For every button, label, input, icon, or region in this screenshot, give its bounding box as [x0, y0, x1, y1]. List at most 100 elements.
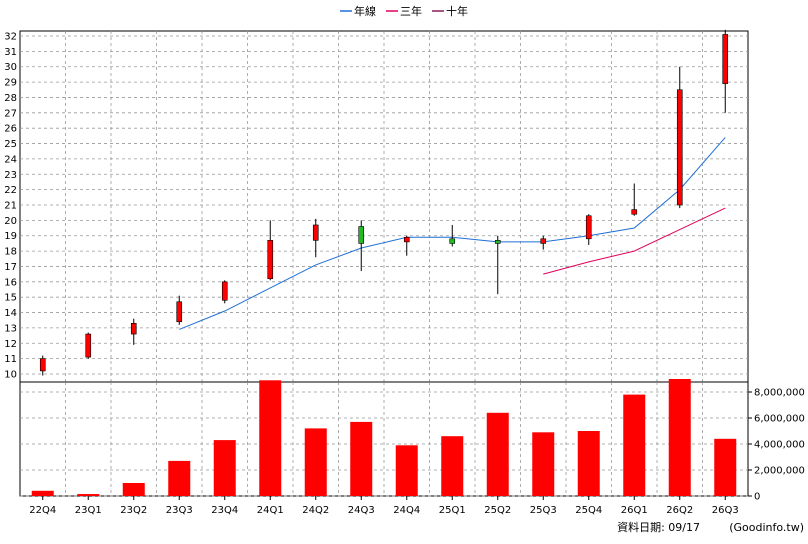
candle [130, 318, 137, 345]
candle-body [176, 301, 183, 323]
candle-body [312, 224, 319, 241]
x-tick-label: 26Q2 [666, 505, 693, 516]
candle [85, 332, 92, 359]
x-tick-label: 24Q4 [393, 505, 420, 516]
price-tick-label: 22 [4, 185, 17, 196]
candle [176, 295, 183, 325]
volume-bar [259, 380, 282, 496]
source-label: (Goodinfo.tw) [729, 521, 804, 534]
candle [631, 183, 638, 216]
price-tick-label: 15 [4, 293, 17, 304]
data-date-label: 資料日期: 09/17 [617, 520, 700, 534]
volume-bar [77, 494, 100, 496]
candle [449, 224, 456, 247]
volume-tick-label: 8,000,000 [754, 388, 805, 399]
price-tick-label: 11 [4, 354, 17, 365]
x-tick-label: 23Q3 [166, 505, 193, 516]
x-tick-label: 22Q4 [29, 505, 56, 516]
legend-label: 十年 [446, 4, 468, 18]
price-panel: 10 11 12 13 14 15 16 17 18 19 20 21 22 23 24 25 26 27 28 29… [4, 29, 749, 383]
candle [312, 218, 319, 258]
x-tick-label: 24Q1 [257, 505, 284, 516]
x-tick-label: 25Q3 [530, 505, 557, 516]
volume-tick-label: 0 [754, 492, 760, 503]
x-tick-label: 25Q4 [575, 505, 602, 516]
price-tick-label: 10 [4, 370, 17, 381]
price-tick-label: 18 [4, 247, 17, 258]
price-tick-label: 28 [4, 93, 17, 104]
price-tick-label: 27 [4, 108, 17, 119]
volume-tick-label: 6,000,000 [754, 414, 805, 425]
candle-body [631, 209, 638, 215]
volume-bar [441, 436, 464, 496]
volume-bar [350, 421, 373, 496]
price-tick-label: 20 [4, 216, 17, 227]
x-tick-label: 26Q1 [621, 505, 648, 516]
volume-bar [577, 431, 600, 496]
volume-bar [304, 428, 327, 496]
candle-body [221, 281, 228, 301]
x-tick-label: 23Q2 [120, 505, 147, 516]
price-tick-label: 31 [4, 47, 17, 58]
volume-panel: 0 2,000,000 4,000,000 6,000,000 8,000,000 [19, 379, 805, 503]
candle [585, 214, 592, 245]
volume-bar [395, 445, 418, 496]
price-tick-label: 25 [4, 139, 17, 150]
price-tick-label: 12 [4, 339, 17, 350]
price-tick-label: 26 [4, 124, 17, 135]
price-tick-label: 14 [4, 308, 17, 319]
x-axis: 22Q4 23Q1 23Q2 23Q3 23Q4 24Q1 24Q2 24Q3 24Q4 25Q1… [29, 496, 739, 516]
price-tick-label: 13 [4, 323, 17, 334]
volume-bar [532, 432, 555, 496]
candle-body [85, 333, 92, 358]
volume-bar [213, 440, 236, 496]
candle-body [39, 358, 46, 372]
price-tick-label: 32 [4, 32, 17, 43]
candle-body [449, 238, 456, 244]
candle [358, 220, 365, 272]
x-tick-label: 23Q4 [211, 505, 238, 516]
candle [676, 66, 683, 209]
candle [221, 280, 228, 304]
price-tick-label: 23 [4, 170, 17, 181]
volume-bar [623, 394, 646, 496]
candle-body [130, 322, 137, 335]
price-tick-label: 29 [4, 78, 17, 89]
volume-tick-label: 4,000,000 [754, 440, 805, 451]
candle-body [403, 236, 410, 243]
price-tick-label: 16 [4, 277, 17, 288]
candle-body [358, 226, 365, 244]
candle [494, 235, 501, 295]
candle [540, 235, 547, 250]
x-tick-label: 23Q1 [75, 505, 102, 516]
x-tick-label: 25Q1 [439, 505, 466, 516]
price-tick-label: 30 [4, 62, 17, 73]
candle [267, 220, 274, 281]
volume-bar [668, 379, 691, 496]
legend: 年線 三年 十年 [340, 4, 468, 18]
candle-body [722, 34, 729, 84]
candle [403, 235, 410, 256]
x-tick-label: 24Q3 [348, 505, 375, 516]
price-tick-label: 17 [4, 262, 17, 273]
volume-bar [122, 483, 145, 496]
candle-body [676, 89, 683, 206]
legend-label: 三年 [400, 4, 422, 18]
x-tick-label: 24Q2 [302, 505, 329, 516]
candle [39, 355, 46, 376]
candle-body [540, 238, 547, 244]
volume-bar [714, 438, 737, 496]
price-tick-label: 19 [4, 231, 17, 242]
x-tick-label: 25Q2 [484, 505, 511, 516]
legend-label: 年線 [354, 4, 376, 18]
candle [722, 29, 729, 113]
volume-bar [31, 490, 54, 496]
price-tick-label: 24 [4, 154, 17, 165]
ma-line-三年 [543, 207, 726, 275]
candle-body [494, 240, 501, 244]
candle-body [267, 240, 274, 280]
candle-body [585, 215, 592, 240]
price-tick-label: 21 [4, 201, 17, 212]
volume-tick-label: 2,000,000 [754, 466, 805, 477]
volume-bar [486, 412, 509, 496]
